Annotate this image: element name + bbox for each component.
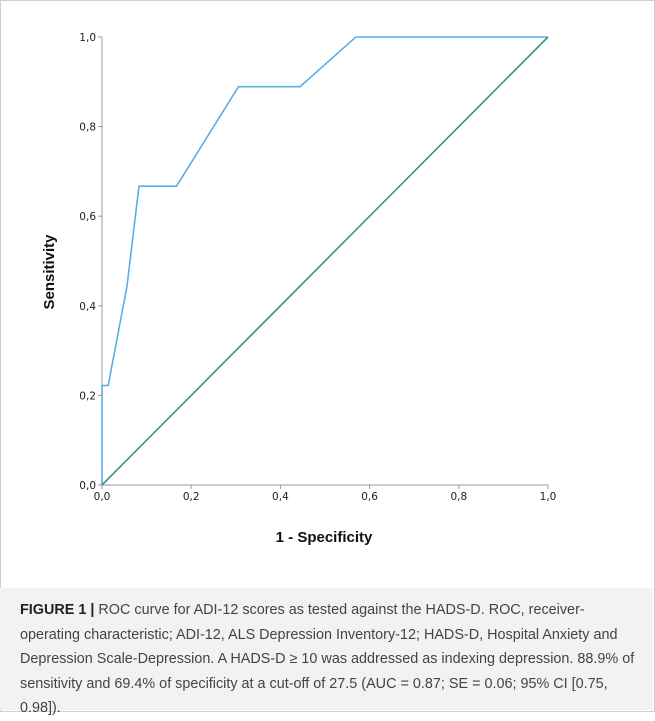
reference-diagonal-line	[101, 36, 549, 486]
x-tick-label: 0,4	[272, 491, 289, 503]
roc-chart: 0,0 0,2 0,4 0,6 0,8 1,0 0,0 0,2 0,4 0,6 0,8 1,0 1 …	[41, 32, 557, 546]
figure-label: FIGURE 1 |	[20, 602, 95, 618]
x-tick-label: 0,0	[94, 491, 111, 503]
y-tick-label: 0,2	[79, 390, 96, 402]
roc-curve-line	[101, 36, 548, 485]
caption-text: ROC curve for ADI-12 scores as tested ag…	[20, 602, 635, 716]
x-tick-label: 0,2	[183, 491, 200, 503]
x-axis-title: 1 - Specificity	[276, 529, 373, 546]
x-axis-ticks: 0,0 0,2 0,4 0,6 0,8 1,0	[94, 485, 557, 503]
y-tick-label: 0,6	[79, 211, 96, 223]
x-tick-label: 0,8	[450, 491, 467, 503]
x-tick-label: 1,0	[540, 491, 557, 503]
y-tick-label: 0,8	[79, 122, 96, 134]
caption-box: FIGURE 1 | ROC curve for ADI-12 scores a…	[0, 588, 653, 716]
x-tick-label: 0,6	[361, 491, 378, 503]
y-tick-label: 0,0	[79, 480, 96, 492]
y-tick-label: 1,0	[79, 32, 96, 44]
series-layer	[101, 36, 549, 486]
y-tick-label: 0,4	[79, 301, 96, 313]
y-axis-title: Sensitivity	[41, 234, 58, 310]
y-axis-ticks: 0,0 0,2 0,4 0,6 0,8 1,0	[79, 32, 102, 492]
figure-caption: FIGURE 1 | ROC curve for ADI-12 scores a…	[20, 598, 640, 721]
